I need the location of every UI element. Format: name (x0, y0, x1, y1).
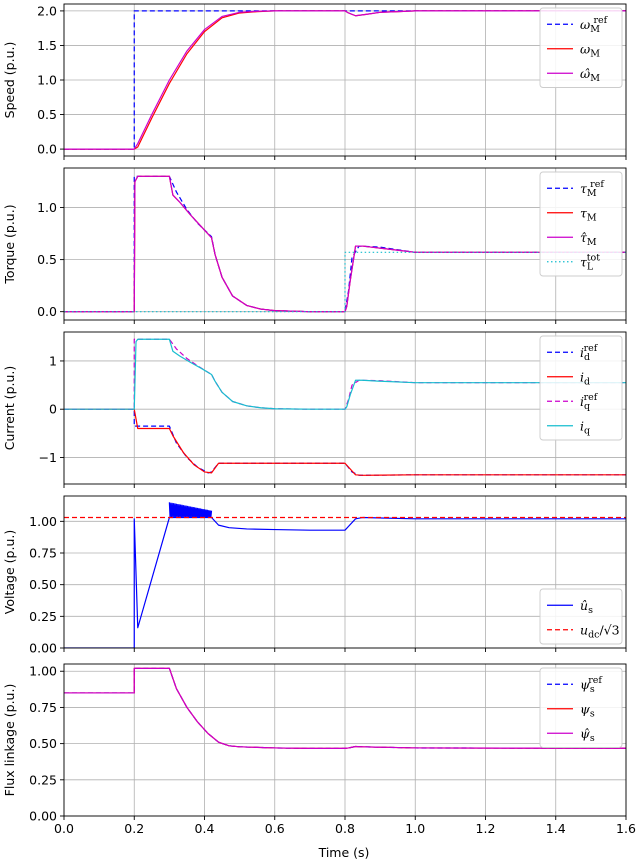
y-tick-label: 1.0 (37, 200, 57, 215)
y-tick-label: 0.75 (29, 546, 57, 561)
legend-label: udc/√3u_dc/√3 (580, 622, 620, 640)
series-group (64, 338, 626, 476)
legend-label: τLtotτ_L^tot (580, 252, 600, 272)
legend-box (539, 667, 623, 748)
x-tick-label: 1.6 (616, 821, 636, 836)
y-axis-label: Flux linkage (p.u.) (2, 684, 17, 797)
y-tick-label: 0.25 (29, 772, 57, 787)
legend-label: τMτ_M (580, 205, 597, 223)
series-line (64, 175, 626, 313)
legend-label: idi_d (580, 369, 590, 387)
y-tick-label: 0.50 (29, 736, 57, 751)
series-line (64, 667, 626, 749)
x-tick-label: 0.6 (265, 821, 285, 836)
series-group (64, 667, 626, 749)
legend-label: ω̂Mω̂_M (580, 66, 600, 84)
panel-4: 0.00 0.25 0.50 0.75 1.00 Voltage (p.u.) ûsû_su… (2, 495, 627, 656)
series-line (64, 516, 626, 648)
y-tick-label: 1.00 (29, 664, 57, 679)
x-tick-label: 0.0 (54, 821, 74, 836)
x-tick-label: 0.4 (195, 821, 215, 836)
y-axis-label: Current (p.u.) (2, 366, 17, 450)
y-axis-label: Torque (p.u.) (2, 204, 17, 284)
y-tick-label: 1.5 (37, 38, 57, 53)
x-tick-label: 1.2 (476, 821, 496, 836)
legend-box (539, 335, 623, 441)
y-tick-label: 0.0 (37, 142, 57, 157)
legend-label: τ̂Mτ̂_M (580, 230, 597, 248)
series-group (64, 502, 626, 648)
x-axis-label: Time (s) (318, 845, 370, 860)
series-line (64, 408, 626, 476)
y-tick-label: 0.5 (37, 252, 57, 267)
y-tick-label: 0.00 (29, 809, 57, 824)
y-tick-label: 0.75 (29, 700, 57, 715)
legend-box (539, 171, 623, 277)
y-axis-label: Speed (p.u.) (2, 42, 17, 119)
y-tick-label: 1.00 (29, 514, 57, 529)
legend-label: ψ̂sψ̂_s (580, 726, 595, 744)
series-line (64, 338, 626, 410)
y-tick-label: 1 (49, 353, 57, 368)
legend-box (539, 588, 623, 645)
y-tick-label: 0.5 (37, 107, 57, 122)
y-tick-label: 1.0 (37, 73, 57, 88)
y-tick-label: 2.0 (37, 3, 57, 18)
series-oscillation (168, 502, 213, 518)
legend: ûsû_s udc/√3u_dc/√3 (539, 588, 623, 645)
x-tick-label: 1.4 (546, 821, 566, 836)
legend-label: ûsû_s (580, 598, 593, 616)
series-group (64, 10, 626, 150)
y-tick-label: 0.0 (37, 304, 57, 319)
series-line (64, 251, 626, 313)
legend-label: ωMω_M (580, 41, 600, 59)
y-axis-label: Voltage (p.u.) (2, 530, 17, 614)
series-line (64, 10, 626, 150)
panel-5: 0.0 0.2 0.4 0.6 0.8 1.0 1.2 1.4 1.6 0.00 0.25 0.50 0… (2, 663, 636, 836)
legend-box (539, 7, 623, 88)
y-tick-label: −1 (39, 450, 57, 465)
y-tick-label: 0.50 (29, 577, 57, 592)
series-group (64, 175, 626, 313)
y-tick-label: 0.25 (29, 609, 57, 624)
x-tick-label: 1.0 (405, 821, 425, 836)
y-tick-label: 0.00 (29, 641, 57, 656)
legend-label: iqi_q (580, 418, 590, 436)
y-tick-label: 0 (49, 402, 57, 417)
legend-label: ψsψ_s (580, 701, 595, 719)
x-tick-label: 0.2 (124, 821, 144, 836)
x-tick-label: 0.8 (335, 821, 355, 836)
